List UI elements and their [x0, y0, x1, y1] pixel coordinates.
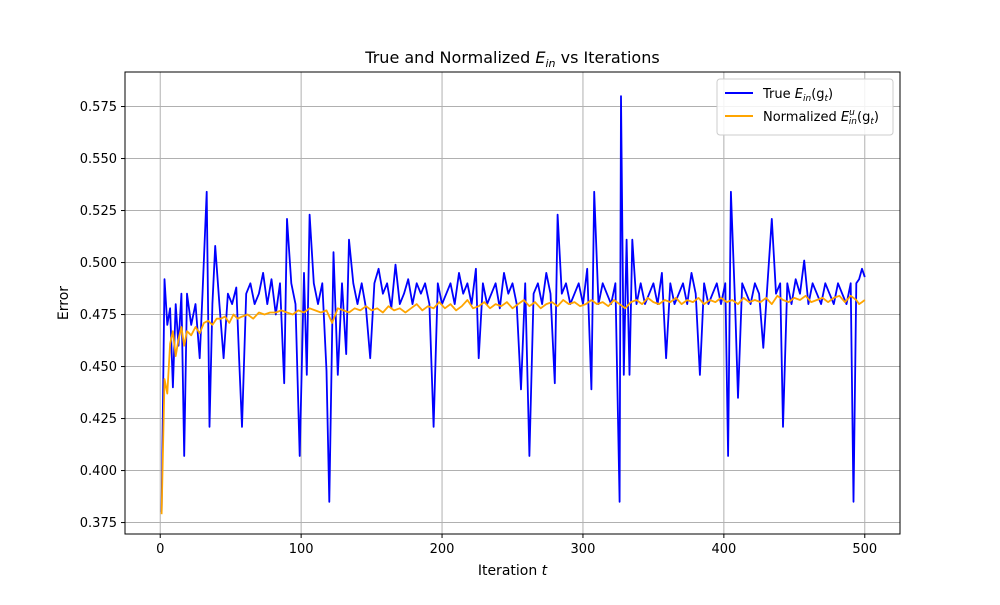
y-tick-label: 0.400: [80, 464, 117, 479]
y-tick-label: 0.525: [80, 204, 117, 219]
x-tick-label: 400: [711, 542, 736, 557]
legend-label-true: True Ein(gt): [762, 87, 833, 104]
legend: True Ein(gt) Normalized Eu in(gt): [716, 78, 894, 136]
series-line-normalized: [160, 294, 866, 515]
grid: [125, 72, 900, 534]
x-tick-label: 0: [156, 542, 164, 557]
axis-ticks: 0 100 200 300 400 500 0.375 0.400 0.425 0.450 0.47…: [80, 100, 877, 557]
y-axis-label: Error: [56, 286, 72, 320]
y-tick-label: 0.425: [80, 412, 117, 427]
axes-frame: [124, 71, 901, 535]
x-tick-label: 500: [852, 542, 877, 557]
x-tick-label: 300: [571, 542, 596, 557]
y-tick-label: 0.500: [80, 256, 117, 271]
x-axis-label: Iteration t: [478, 563, 548, 579]
series-lines: [160, 95, 866, 515]
series-line-true: [160, 95, 866, 513]
y-tick-label: 0.375: [80, 516, 117, 531]
x-tick-label: 100: [289, 542, 314, 557]
y-tick-label: 0.475: [80, 308, 117, 323]
legend-box: [716, 78, 894, 136]
y-tick-label: 0.450: [80, 360, 117, 375]
legend-label-normalized: Normalized Eu in(gt): [763, 108, 879, 127]
y-tick-label: 0.550: [80, 152, 117, 167]
x-tick-label: 200: [430, 542, 455, 557]
plot-area: [125, 72, 900, 534]
chart-title: True and Normalized Ein vs Iterations: [364, 48, 659, 70]
y-tick-label: 0.575: [80, 100, 117, 115]
